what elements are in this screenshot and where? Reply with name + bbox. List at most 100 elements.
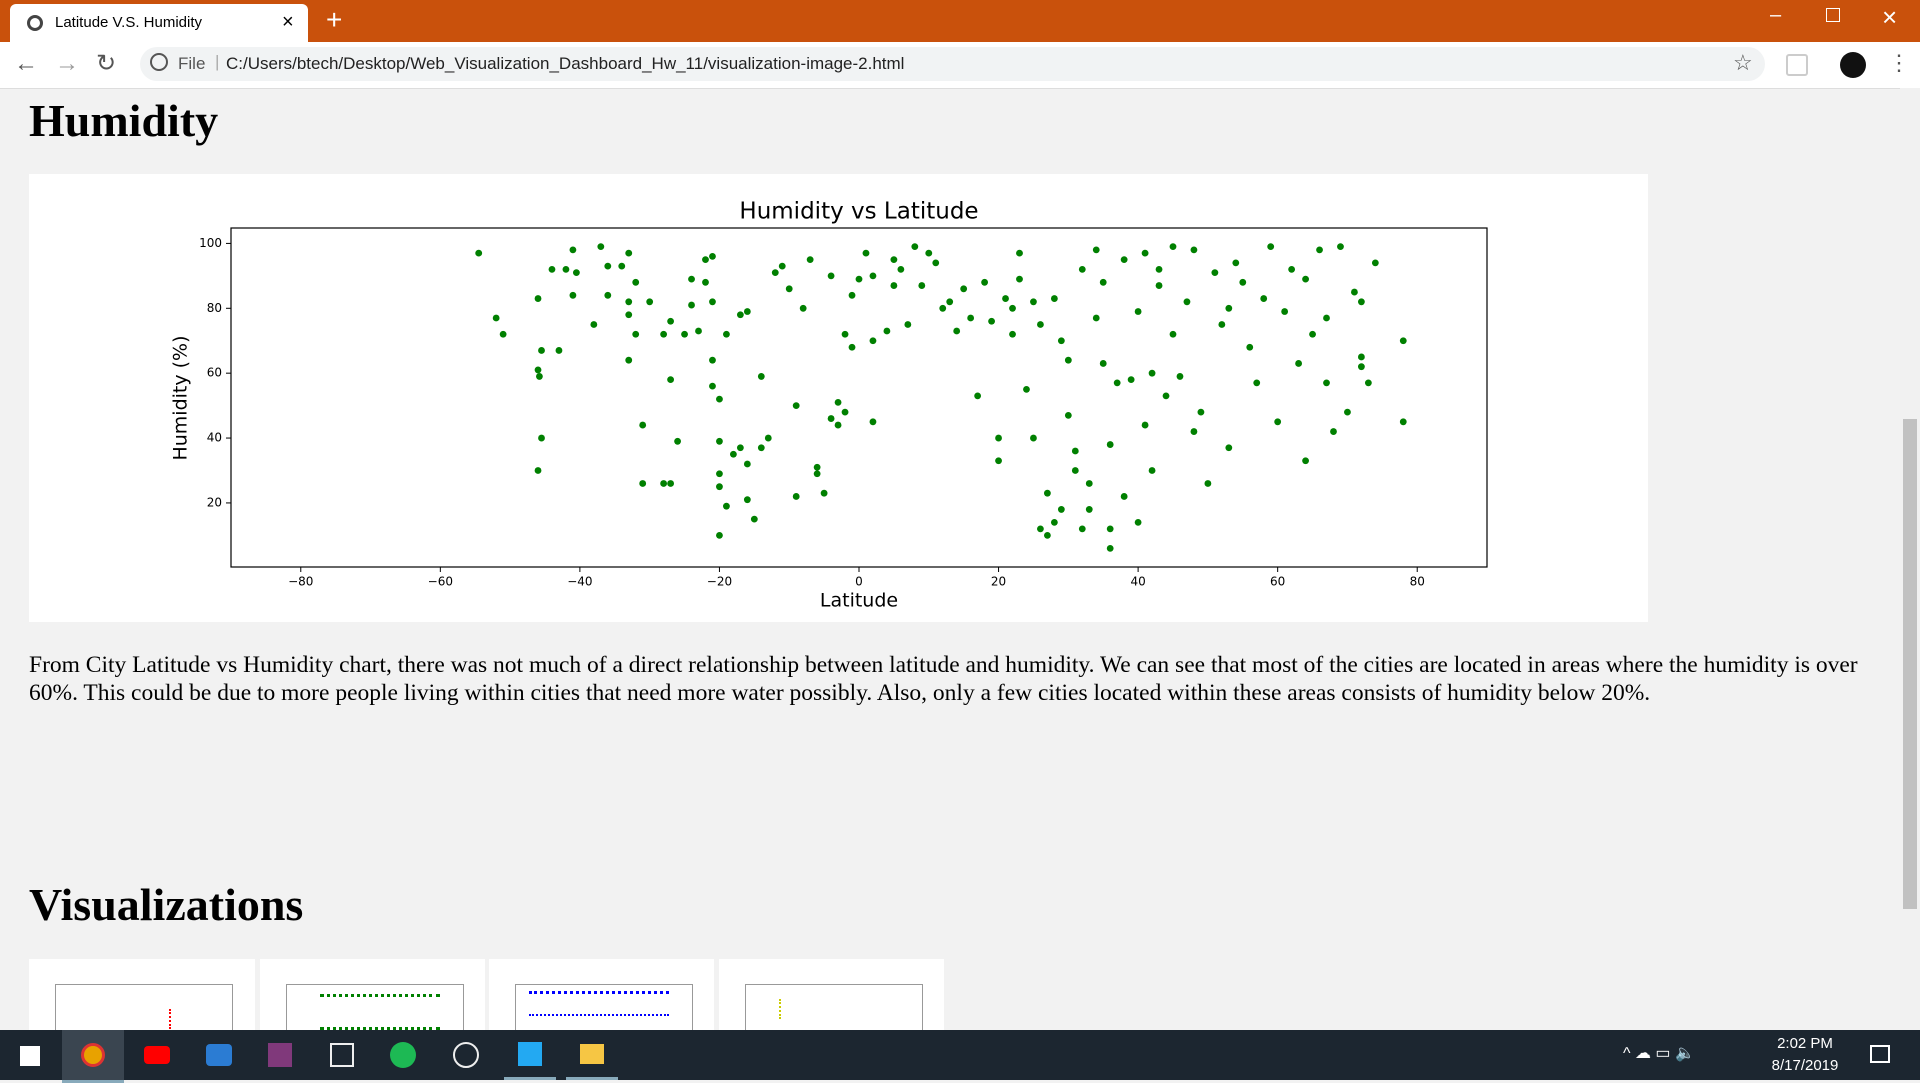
point xyxy=(1183,298,1191,306)
thumbnail[interactable] xyxy=(29,959,255,1030)
point xyxy=(1399,337,1407,345)
point xyxy=(1044,531,1051,539)
tray-icons[interactable]: ^ ☁ ▭ 🔈 xyxy=(1623,1045,1695,1062)
extension[interactable] xyxy=(1786,54,1808,76)
point xyxy=(995,434,1002,442)
app-icon[interactable] xyxy=(62,1030,124,1083)
paragraph: From City Latitude vs Humidity chart, th… xyxy=(29,652,1858,706)
point xyxy=(1037,321,1044,328)
point xyxy=(625,356,633,364)
point xyxy=(771,269,779,277)
point xyxy=(1134,518,1142,526)
point xyxy=(1106,525,1114,533)
x-tick-label: 60 xyxy=(1270,575,1285,589)
point xyxy=(702,278,709,286)
point xyxy=(869,418,877,426)
point xyxy=(1239,278,1247,286)
point xyxy=(911,243,919,251)
point xyxy=(1218,321,1226,328)
point xyxy=(1057,506,1065,513)
point xyxy=(1113,379,1121,387)
point xyxy=(709,252,716,260)
tab-close[interactable]: × xyxy=(282,11,294,33)
app-icon[interactable] xyxy=(268,1043,292,1067)
scrollbar[interactable] xyxy=(1900,88,1920,1030)
thumbnail[interactable] xyxy=(260,959,485,1030)
point xyxy=(1057,337,1065,345)
menu[interactable]: ⋮ xyxy=(1888,50,1910,75)
point xyxy=(1092,246,1100,254)
point xyxy=(1148,467,1156,474)
point xyxy=(534,366,542,374)
tab[interactable]: Latitude V.S. Humidity × xyxy=(10,4,308,42)
scroll-thumb[interactable] xyxy=(1903,419,1917,909)
minimize[interactable]: – xyxy=(1770,4,1782,26)
point xyxy=(841,408,849,416)
point xyxy=(1030,298,1037,306)
point xyxy=(716,437,723,445)
x-tick-label: −80 xyxy=(288,575,313,589)
restore[interactable] xyxy=(1826,8,1840,22)
point xyxy=(538,434,545,442)
point xyxy=(869,337,877,345)
point xyxy=(1044,489,1051,497)
close-window[interactable]: × xyxy=(1882,2,1898,32)
point xyxy=(1155,282,1163,289)
clock-time[interactable]: 2:02 PM xyxy=(1777,1035,1833,1052)
x-tick-label: 40 xyxy=(1130,575,1145,589)
point xyxy=(1371,259,1379,267)
tab-title: Latitude V.S. Humidity xyxy=(55,14,203,31)
point xyxy=(1050,295,1058,302)
point xyxy=(953,327,961,335)
point xyxy=(475,249,483,257)
point xyxy=(1197,408,1205,416)
y-axis-label: Humidity (%) xyxy=(170,335,192,460)
app-icon[interactable] xyxy=(206,1044,232,1066)
point xyxy=(1106,544,1114,552)
back[interactable]: ← xyxy=(14,50,38,77)
x-axis-label: Latitude xyxy=(820,590,898,612)
reload[interactable]: ↻ xyxy=(96,50,117,77)
bookmark[interactable]: ☆ xyxy=(1733,50,1753,75)
point xyxy=(723,330,730,338)
thumbnail[interactable] xyxy=(719,959,944,1030)
point xyxy=(743,496,751,504)
info-icon xyxy=(150,53,168,71)
new-tab[interactable]: + xyxy=(326,4,343,35)
address-bar[interactable]: File | C:/Users/btech/Desktop/Web_Visual… xyxy=(140,47,1765,81)
app-icon[interactable] xyxy=(330,1043,354,1067)
thumbnail[interactable] xyxy=(489,959,714,1030)
app-icon[interactable] xyxy=(390,1042,416,1068)
point xyxy=(806,256,814,264)
point xyxy=(1030,434,1037,442)
url-scheme: File xyxy=(178,54,206,73)
point xyxy=(723,502,730,510)
app-icon[interactable] xyxy=(566,1030,618,1080)
forward[interactable]: → xyxy=(55,50,79,77)
point xyxy=(792,493,800,500)
point xyxy=(820,489,828,497)
point xyxy=(1364,379,1372,387)
point xyxy=(1302,457,1309,465)
app-icon[interactable] xyxy=(453,1042,479,1068)
point xyxy=(716,483,723,491)
point xyxy=(1204,480,1212,487)
start-button[interactable] xyxy=(20,1046,40,1066)
point xyxy=(1267,243,1275,251)
clock-date[interactable]: 8/17/2019 xyxy=(1771,1057,1839,1074)
point xyxy=(1106,441,1114,448)
point xyxy=(1351,288,1358,296)
profile[interactable] xyxy=(1840,52,1866,78)
point xyxy=(569,246,577,254)
app-icon[interactable] xyxy=(504,1030,556,1080)
point xyxy=(946,298,954,306)
point xyxy=(590,321,598,328)
app-icon[interactable] xyxy=(144,1046,170,1064)
point xyxy=(1155,265,1163,273)
point xyxy=(897,265,905,273)
notifications[interactable] xyxy=(1870,1045,1890,1063)
chart-title: Humidity vs Latitude xyxy=(739,199,978,225)
point xyxy=(632,278,640,286)
point xyxy=(778,262,786,270)
